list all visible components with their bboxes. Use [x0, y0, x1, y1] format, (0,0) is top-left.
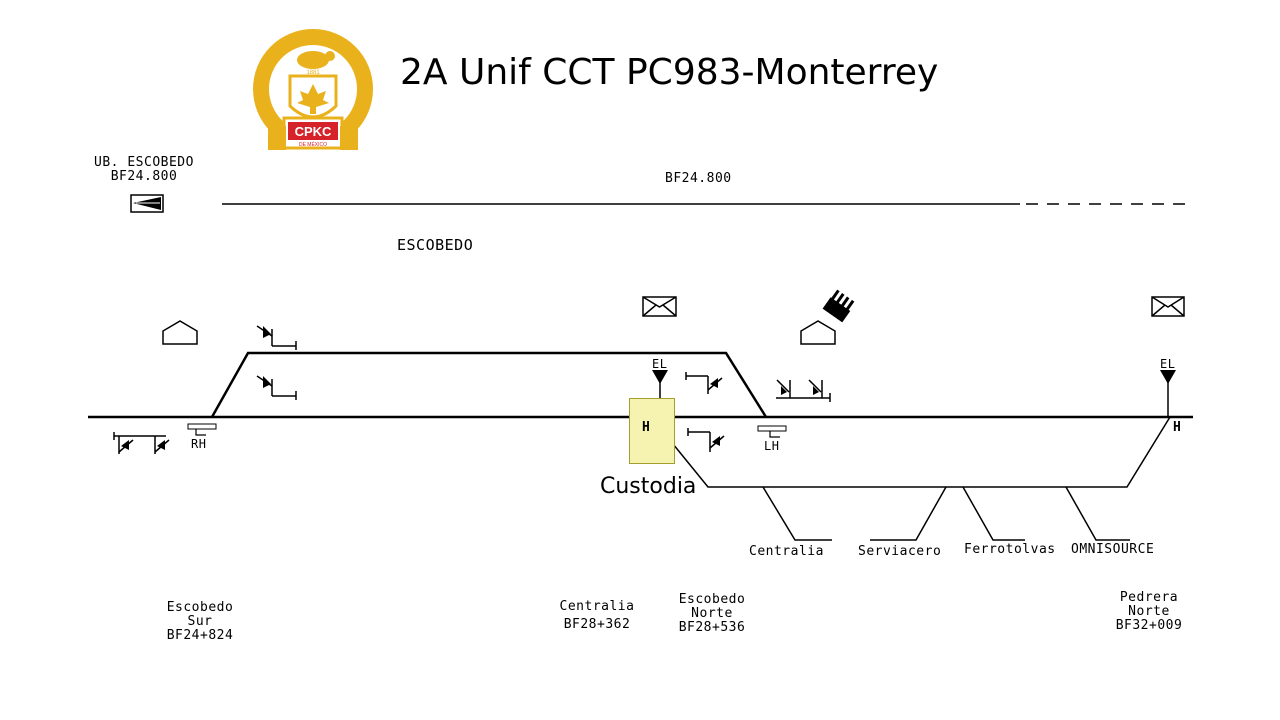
h-marker: H [642, 420, 651, 435]
el-marker-icon [1160, 370, 1176, 384]
main-line-label: BF24.800 [665, 171, 732, 186]
signal-indicator-icon [130, 194, 164, 213]
cpkc-logo: CPKC DE MÉXICO 1881 [253, 29, 373, 150]
station-milepost: BF28+362 [563, 617, 631, 632]
el-label: EL [1160, 357, 1176, 371]
signal-icon [256, 325, 297, 350]
signal-icon [113, 432, 170, 454]
siding-label: Ferrotolvas [964, 542, 1056, 557]
el-marker-icon [652, 370, 668, 384]
logo-name: CPKC [295, 124, 332, 139]
signal-label-line2: BF24.800 [110, 169, 178, 184]
signal-icon [256, 375, 297, 400]
signal-icon [776, 379, 808, 399]
station-house-icon [162, 320, 198, 345]
station-milepost: BF28+536 [678, 620, 746, 635]
custodia-highlight [629, 398, 675, 464]
switch-stand-icon [187, 423, 217, 436]
station-name: ESCOBEDO [397, 236, 474, 254]
station-milepost: BF24+824 [166, 628, 234, 643]
siding-label: Serviacero [858, 544, 942, 559]
station-name-line: Escobedo [678, 592, 746, 607]
signal-label-line1: UB. ESCOBEDO [94, 155, 194, 170]
station-house-icon [800, 320, 836, 345]
page-title: 2A Unif CCT PC983-Monterrey [400, 52, 939, 93]
switch-label: LH [764, 439, 780, 453]
station-name-line: Norte [1128, 604, 1170, 619]
station-name-line: Pedrera [1119, 590, 1179, 605]
station-pedrera-norte: Pedrera Norte BF32+009 [1099, 591, 1199, 633]
station-escobedo-sur: Escobedo Sur BF24+824 [150, 601, 250, 643]
station-name-line: Escobedo [166, 600, 234, 615]
logo-sub: DE MÉXICO [299, 141, 327, 148]
envelope-icon [642, 296, 677, 317]
station-centralia: Centralia BF28+362 [547, 600, 647, 632]
signal-label: UB. ESCOBEDO BF24.800 [84, 156, 204, 184]
station-milepost: BF32+009 [1115, 618, 1183, 633]
envelope-icon [1151, 296, 1185, 317]
station-escobedo-norte: Escobedo Norte BF28+536 [662, 593, 762, 635]
signal-icon [687, 428, 725, 452]
siding-label: OMNISOURCE [1071, 542, 1155, 557]
siding-label: Centralia [749, 544, 824, 559]
custodia-label: Custodia [600, 474, 697, 499]
station-name-line: Centralia [559, 599, 635, 614]
logo-year: 1881 [306, 70, 320, 76]
signal-icon [685, 372, 723, 394]
station-name-line: Sur [187, 614, 213, 629]
crossing-icon [822, 289, 855, 323]
el-label: EL [652, 357, 668, 371]
switch-stand-icon [757, 425, 787, 438]
signal-icon [808, 379, 831, 402]
switch-label: RH [191, 437, 207, 451]
station-name-line: Norte [691, 606, 733, 621]
h-marker: H [1173, 420, 1182, 435]
